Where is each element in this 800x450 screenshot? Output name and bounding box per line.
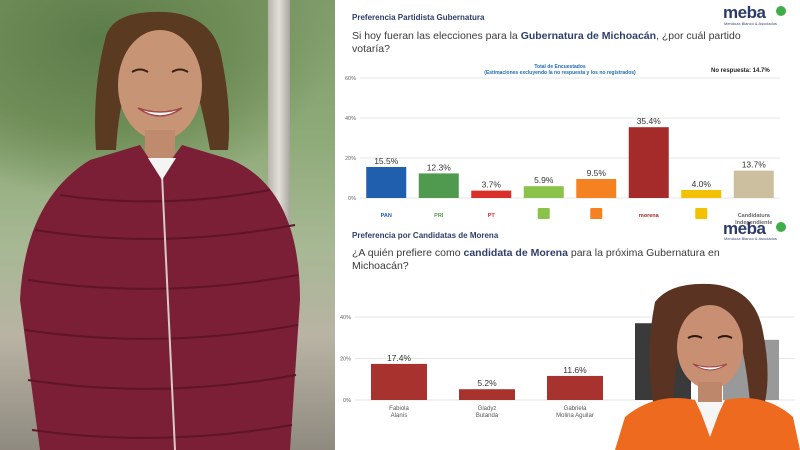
- brand-subtitle-bottom: Mendoza Blanco & Asociados: [724, 236, 777, 241]
- category-label: Candidatura: [738, 213, 771, 219]
- category-label: Butanda: [476, 413, 499, 419]
- value-label: 11.6%: [563, 365, 587, 375]
- y-tick-label: 0%: [343, 398, 351, 404]
- value-label: 5.2%: [477, 378, 497, 388]
- inset-portrait: [615, 283, 800, 450]
- category-label: PAN: [381, 213, 392, 219]
- y-tick-label: 40%: [345, 116, 356, 122]
- value-label: 12.3%: [427, 162, 452, 172]
- value-label: 9.5%: [587, 168, 607, 178]
- party-preference-chart: 0% 20% 40% 60% 15.5% PAN 12.3% PRI 3.7% PT 5.9% 9.5…: [345, 76, 780, 226]
- category-label: Fabiola: [389, 406, 409, 412]
- bar: [681, 190, 722, 198]
- value-label: 15.5%: [374, 156, 399, 166]
- value-label: 13.7%: [742, 160, 767, 170]
- y-tick-label: 40%: [340, 315, 351, 321]
- note-line-2: (Estimaciones excluyendo la no respuesta…: [484, 70, 636, 76]
- question-bold-text: Gubernatura de Michoacán: [520, 30, 657, 42]
- category-label: Independiente: [735, 220, 772, 226]
- brand-logo-bottom: meba: [723, 219, 766, 238]
- bar: [471, 190, 512, 198]
- y-tick-label: 20%: [340, 357, 351, 363]
- bar: [371, 363, 427, 400]
- section2-title: Preferencia por Candidatas de Morena: [352, 231, 499, 240]
- category-label: morena: [639, 213, 660, 219]
- y-tick-label: 0%: [348, 196, 356, 202]
- category-label: PT: [488, 213, 496, 219]
- category-label: PRI: [434, 213, 444, 219]
- bar: [366, 167, 407, 198]
- value-label: 5.9%: [534, 175, 554, 185]
- bar: [418, 173, 459, 198]
- section1-title: Preferencia Partidista Gubernatura: [352, 13, 485, 22]
- party-logo-icon: [537, 208, 550, 219]
- question2-text: ¿A quién prefiere como: [352, 247, 464, 259]
- bar: [733, 170, 774, 198]
- category-label: Molina Aguilar: [556, 413, 594, 419]
- value-label: 3.7%: [482, 180, 502, 190]
- value-label: 4.0%: [692, 179, 712, 189]
- bar: [576, 179, 617, 198]
- bar: [547, 375, 603, 400]
- category-label: Gabriela: [564, 406, 587, 412]
- question2-bold-text: candidata de Morena: [463, 247, 568, 259]
- value-label: 35.4%: [637, 116, 662, 126]
- y-tick-label: 20%: [345, 156, 356, 162]
- section1-question: Si hoy fueran las elecciones para la Gub…: [352, 30, 742, 56]
- question2-text-end: para la próxima Gubernatura en Michoacán…: [352, 247, 720, 272]
- brand-logo-top: meba: [723, 3, 766, 22]
- value-label: 17.4%: [387, 353, 412, 363]
- brand-dot-icon: [776, 6, 786, 16]
- no-response-label: No respuesta: 14.7%: [711, 68, 770, 74]
- question-text-end: , ¿por cuál partido votaría?: [352, 30, 741, 55]
- candidate-photo-left: [0, 0, 335, 450]
- note-line-1: Total de Encuestados: [534, 64, 586, 70]
- question-text: Si hoy fueran las elecciones para la: [352, 30, 521, 42]
- party-logo-icon: [590, 208, 603, 219]
- bar: [459, 389, 515, 400]
- category-label: Alanís: [391, 413, 408, 419]
- candidate-photo-inset: [615, 282, 800, 450]
- section2-question: ¿A quién prefiere como candidata de More…: [352, 247, 742, 273]
- woman-figure: [20, 11, 300, 450]
- brand-subtitle-top: Mendoza Blanco & Asociados: [724, 21, 777, 26]
- sample-note: Total de Encuestados (Estimaciones exclu…: [450, 64, 670, 76]
- bar: [523, 186, 564, 198]
- party-logo-icon: [695, 208, 708, 219]
- bar: [628, 127, 669, 198]
- category-label: Gladyz: [478, 406, 497, 412]
- brand-dot-icon-bottom: [776, 222, 786, 232]
- y-tick-label: 60%: [345, 76, 356, 82]
